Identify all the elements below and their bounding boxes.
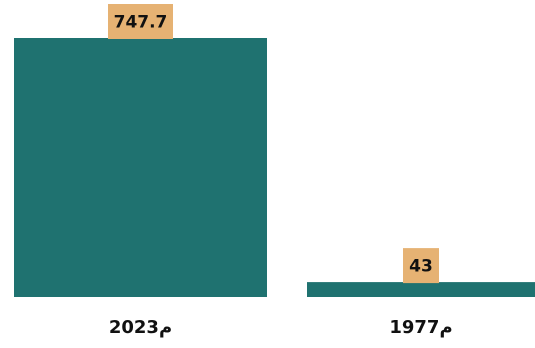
bars-layer (14, 38, 535, 297)
bar-1 (307, 282, 535, 297)
category-label-1: 1977م (389, 317, 452, 338)
category-label-0: 2023م (109, 317, 172, 338)
category-labels-layer: 2023م 1977م (109, 317, 453, 338)
data-labels-layer: 747.7 43 (108, 4, 439, 284)
data-label-0: 747.7 (114, 13, 168, 33)
data-label-box-1 (403, 248, 439, 284)
bar-0 (14, 38, 267, 297)
data-label-box-0 (108, 4, 173, 39)
data-label-1: 43 (409, 257, 433, 277)
